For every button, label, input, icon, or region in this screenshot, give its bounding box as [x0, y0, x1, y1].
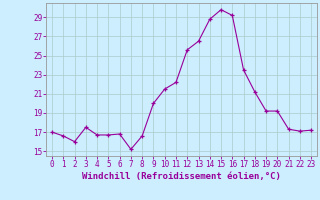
X-axis label: Windchill (Refroidissement éolien,°C): Windchill (Refroidissement éolien,°C) [82, 172, 281, 181]
